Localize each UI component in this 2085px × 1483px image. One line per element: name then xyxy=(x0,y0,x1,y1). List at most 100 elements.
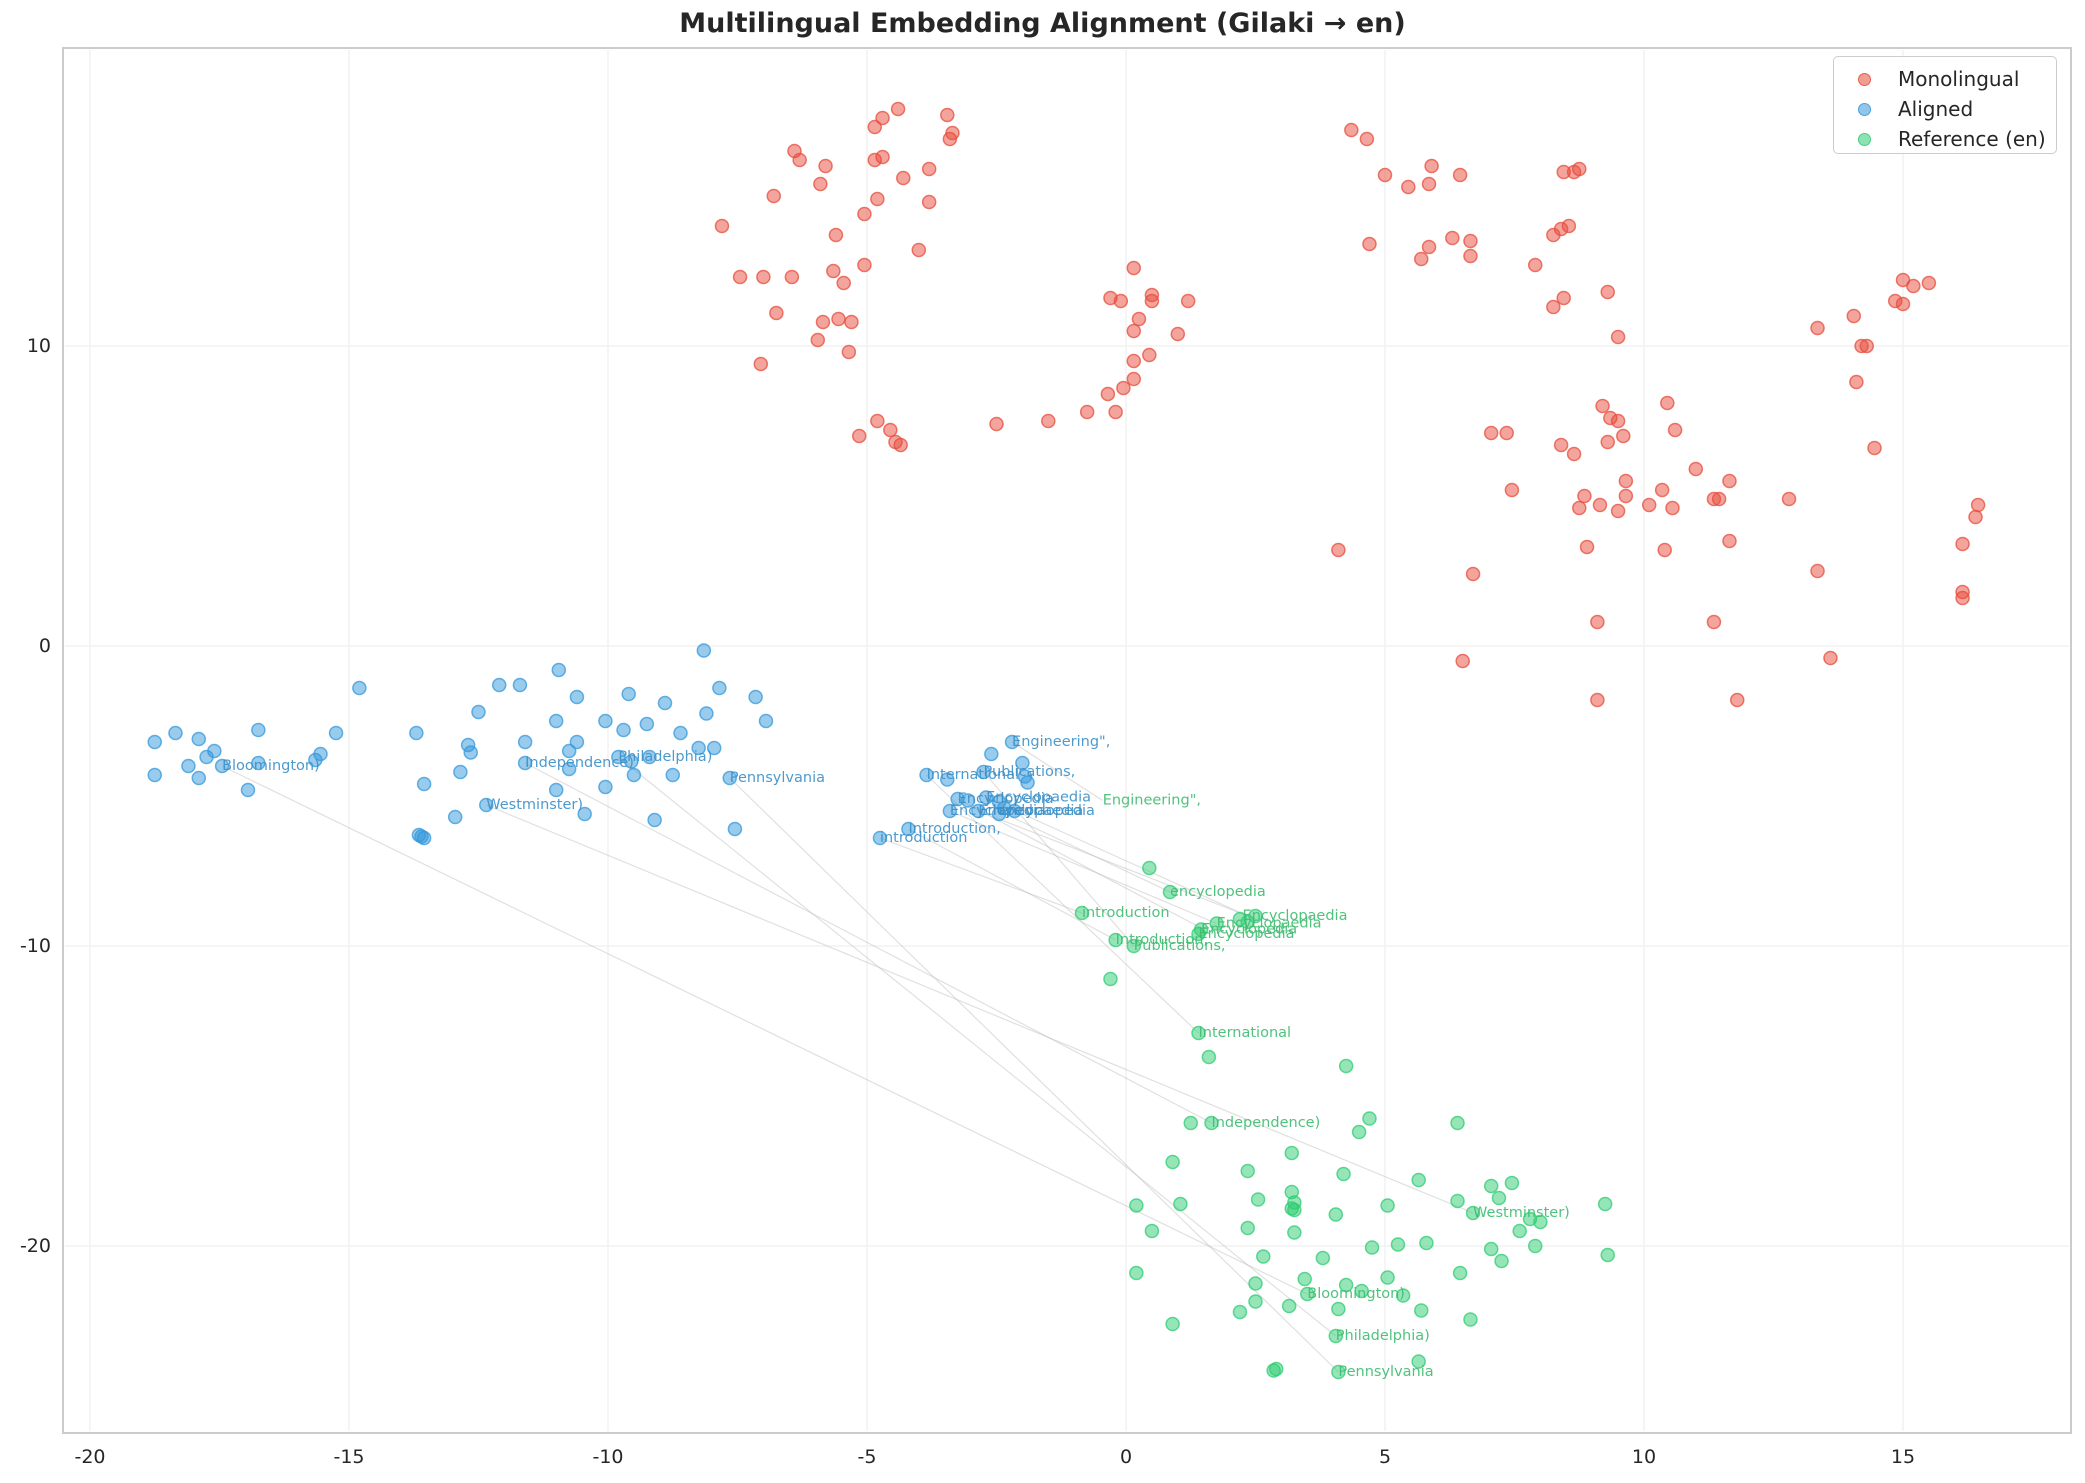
reference-point-label: Philadelphia) xyxy=(1336,1328,1430,1344)
data-point xyxy=(1284,1201,1300,1216)
data-point xyxy=(1331,1364,1346,1380)
data-point xyxy=(826,263,841,279)
x-tick-label: -20 xyxy=(74,1446,106,1468)
data-point xyxy=(1074,905,1090,921)
data-point xyxy=(978,790,994,805)
data-point xyxy=(769,305,784,321)
alignment-link xyxy=(524,762,1212,1124)
data-point xyxy=(561,743,577,759)
data-point xyxy=(1380,1198,1395,1213)
data-point xyxy=(1248,1276,1263,1291)
x-tick-label: -5 xyxy=(857,1446,877,1468)
data-point xyxy=(960,793,976,808)
x-tick-label: -15 xyxy=(333,1446,365,1468)
data-point xyxy=(1706,614,1722,630)
data-point xyxy=(1362,1111,1377,1126)
data-point xyxy=(1108,932,1123,948)
reference-point-label: Engineering", xyxy=(1103,793,1201,809)
alignment-link xyxy=(949,810,1217,925)
x-tick-label: 10 xyxy=(1631,1446,1657,1468)
data-point xyxy=(1240,1163,1255,1179)
data-point xyxy=(1362,236,1377,252)
data-point xyxy=(147,734,162,750)
data-point xyxy=(1170,326,1186,342)
data-point xyxy=(1328,1207,1344,1222)
aligned-point-label: Encyclopedia xyxy=(958,791,1054,807)
legend: Monolingual Aligned Reference (en) xyxy=(1833,56,2057,154)
data-point xyxy=(1463,248,1478,264)
aligned-point-label: Westminster) xyxy=(486,797,583,813)
aligned-point-label: Philadelphia) xyxy=(618,749,712,765)
data-point xyxy=(1610,329,1626,345)
data-point xyxy=(890,101,906,117)
data-point xyxy=(1483,1178,1499,1194)
data-point xyxy=(921,161,937,177)
data-point xyxy=(1600,284,1615,300)
alignment-link xyxy=(978,810,1256,920)
alignment-links xyxy=(221,741,1474,1373)
reference-point-label: Encyclopaedia xyxy=(1217,916,1322,932)
data-point xyxy=(696,643,712,658)
data-point xyxy=(1533,1214,1548,1230)
data-point xyxy=(1577,488,1592,504)
data-point xyxy=(1401,179,1416,195)
reference-point-label: Introduction, xyxy=(1116,932,1208,948)
data-point xyxy=(1590,692,1605,708)
chart-title: Multilingual Embedding Alignment (Gilaki… xyxy=(679,8,1406,39)
data-point xyxy=(1142,860,1157,876)
data-point xyxy=(1126,371,1142,387)
data-point xyxy=(1641,497,1657,513)
data-point xyxy=(1455,653,1470,669)
data-point xyxy=(1600,1247,1615,1263)
data-point xyxy=(1546,227,1561,243)
data-point xyxy=(673,725,688,741)
data-point xyxy=(409,725,424,741)
data-point xyxy=(1331,1301,1346,1317)
data-point xyxy=(251,755,266,771)
aligned-series xyxy=(147,643,1035,846)
data-point xyxy=(1849,374,1864,390)
data-point xyxy=(1414,251,1429,267)
data-point xyxy=(1015,755,1030,771)
data-point xyxy=(921,194,937,210)
alignment-link xyxy=(729,777,1339,1373)
data-point xyxy=(1483,1241,1499,1257)
data-point xyxy=(875,110,890,126)
data-point xyxy=(548,713,564,729)
data-point xyxy=(1553,437,1569,453)
data-point xyxy=(191,731,207,747)
data-point xyxy=(1595,398,1610,414)
data-point xyxy=(1300,1286,1315,1302)
reference-point-label: encyclopedia xyxy=(1170,884,1266,900)
data-point xyxy=(1338,1058,1354,1074)
data-point xyxy=(240,782,256,798)
data-point xyxy=(1921,275,1937,291)
reference-point-label: Encyclopedia xyxy=(1201,922,1297,938)
data-point xyxy=(642,749,657,765)
data-point xyxy=(1590,614,1605,630)
data-point xyxy=(621,686,636,702)
data-point xyxy=(1204,1115,1219,1131)
data-point xyxy=(1955,590,1970,606)
data-point xyxy=(1566,446,1582,462)
data-point xyxy=(1955,536,1970,552)
data-point xyxy=(647,812,662,828)
data-point xyxy=(491,677,507,693)
data-point xyxy=(867,152,883,168)
data-point xyxy=(1240,1220,1255,1236)
legend-item-reference: Reference (en) xyxy=(1834,124,2056,154)
aligned-point-label: Encyclopedia xyxy=(950,803,1046,819)
data-point xyxy=(1895,296,1911,312)
data-point xyxy=(1445,230,1460,246)
data-point xyxy=(1722,533,1737,549)
data-point xyxy=(199,749,214,765)
data-point xyxy=(1600,434,1615,450)
data-point xyxy=(1463,1312,1478,1327)
data-point xyxy=(1131,311,1147,327)
data-point xyxy=(512,677,528,693)
aligned-point-label: encyclopedia xyxy=(999,803,1095,819)
data-point xyxy=(569,689,585,705)
data-point xyxy=(1144,293,1160,309)
data-points xyxy=(147,101,1986,1380)
reference-point-label: Bloomington) xyxy=(1307,1286,1405,1302)
